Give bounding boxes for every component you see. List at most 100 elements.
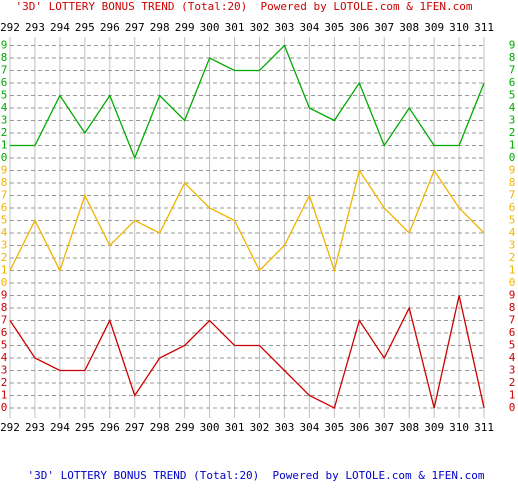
x-tick-label-bottom: 302 (250, 421, 270, 434)
x-tick-label-top: 306 (349, 21, 369, 34)
y-tick-label: 8 (1, 301, 8, 314)
x-tick-label-top: 299 (175, 21, 195, 34)
y-tick-label-right: 9 (509, 289, 516, 302)
x-tick-label-bottom: 297 (125, 421, 145, 434)
x-tick-label-top: 293 (25, 21, 45, 34)
y-tick-label-right: 8 (509, 176, 516, 189)
y-tick-label-right: 3 (509, 364, 516, 377)
y-tick-label: 3 (1, 239, 8, 252)
x-tick-label-top: 311 (474, 21, 494, 34)
y-tick-label: 1 (1, 264, 8, 277)
y-tick-label-right: 0 (509, 401, 516, 414)
y-tick-label: 3 (1, 364, 8, 377)
y-tick-label-right: 1 (509, 264, 516, 277)
chart-footer: '3D' LOTTERY BONUS TREND (Total:20) Powe… (28, 469, 485, 482)
y-tick-label: 4 (1, 101, 8, 114)
x-tick-label-bottom: 294 (50, 421, 70, 434)
y-tick-label: 7 (1, 64, 8, 77)
x-tick-label-bottom: 304 (299, 421, 319, 434)
y-tick-label-right: 7 (509, 64, 516, 77)
y-tick-label: 0 (1, 401, 8, 414)
x-tick-label-bottom: 310 (449, 421, 469, 434)
trend-line (9, 168, 485, 273)
y-tick-label: 5 (1, 339, 8, 352)
y-tick-label: 3 (1, 114, 8, 127)
y-tick-label: 9 (1, 289, 8, 302)
x-tick-label-top: 310 (449, 21, 469, 34)
y-tick-label: 1 (1, 139, 8, 152)
x-tick-label-bottom: 309 (424, 421, 444, 434)
y-tick-label-right: 9 (509, 39, 516, 52)
y-tick-label: 8 (1, 176, 8, 189)
y-tick-label-right: 6 (509, 76, 516, 89)
x-tick-label-top: 292 (0, 21, 20, 34)
y-tick-label-right: 4 (509, 101, 516, 114)
x-tick-label-bottom: 292 (0, 421, 20, 434)
y-tick-label-right: 1 (509, 139, 516, 152)
trend-line (10, 44, 485, 160)
y-tick-label: 0 (1, 276, 8, 289)
x-tick-label-top: 307 (374, 21, 394, 34)
y-tick-label: 8 (1, 51, 8, 64)
x-tick-label-top: 302 (250, 21, 270, 34)
y-tick-label: 7 (1, 189, 8, 202)
y-tick-label: 9 (1, 39, 8, 52)
x-tick-label-bottom: 303 (275, 421, 295, 434)
y-tick-label-right: 6 (509, 201, 516, 214)
x-tick-label-bottom: 301 (225, 421, 245, 434)
y-tick-label-right: 4 (509, 226, 516, 239)
y-tick-label: 4 (1, 351, 8, 364)
y-tick-label-right: 7 (509, 189, 516, 202)
y-tick-label: 0 (1, 151, 8, 164)
x-tick-label-bottom: 308 (399, 421, 419, 434)
x-tick-label-top: 298 (150, 21, 170, 34)
y-tick-label: 6 (1, 201, 8, 214)
y-tick-label-right: 0 (509, 276, 516, 289)
x-tick-label-top: 300 (200, 21, 220, 34)
y-tick-label-right: 0 (509, 151, 516, 164)
x-tick-label-top: 297 (125, 21, 145, 34)
y-tick-label-right: 5 (509, 339, 516, 352)
x-tick-label-top: 303 (275, 21, 295, 34)
x-tick-label-bottom: 305 (324, 421, 344, 434)
x-tick-label-bottom: 311 (474, 421, 494, 434)
y-tick-label-right: 2 (509, 126, 516, 139)
y-tick-label-right: 2 (509, 251, 516, 264)
x-tick-label-top: 304 (299, 21, 319, 34)
y-tick-label: 2 (1, 126, 8, 139)
y-tick-label-right: 3 (509, 114, 516, 127)
y-tick-label: 6 (1, 326, 8, 339)
y-tick-label: 7 (1, 314, 8, 327)
y-tick-label-right: 2 (509, 376, 516, 389)
y-tick-label: 1 (1, 389, 8, 402)
y-tick-label: 6 (1, 76, 8, 89)
chart-title: '3D' LOTTERY BONUS TREND (Total:20) Powe… (16, 0, 473, 13)
y-tick-label: 9 (1, 164, 8, 177)
y-tick-label-right: 1 (509, 389, 516, 402)
y-tick-label: 2 (1, 251, 8, 264)
x-tick-label-bottom: 299 (175, 421, 195, 434)
x-tick-label-bottom: 298 (150, 421, 170, 434)
x-tick-label-bottom: 306 (349, 421, 369, 434)
y-tick-label: 5 (1, 89, 8, 102)
y-tick-label: 5 (1, 214, 8, 227)
x-tick-label-bottom: 307 (374, 421, 394, 434)
y-tick-label-right: 9 (509, 164, 516, 177)
x-tick-label-top: 305 (324, 21, 344, 34)
y-tick-label-right: 5 (509, 214, 516, 227)
x-tick-label-top: 301 (225, 21, 245, 34)
y-tick-label-right: 4 (509, 351, 516, 364)
x-tick-label-top: 295 (75, 21, 95, 34)
y-tick-label-right: 3 (509, 239, 516, 252)
x-tick-label-bottom: 296 (100, 421, 120, 434)
y-tick-label-right: 5 (509, 89, 516, 102)
x-tick-label-top: 296 (100, 21, 120, 34)
y-tick-label: 2 (1, 376, 8, 389)
x-tick-label-top: 294 (50, 21, 70, 34)
y-tick-label-right: 7 (509, 314, 516, 327)
x-tick-label-top: 308 (399, 21, 419, 34)
trend-line (9, 295, 485, 409)
y-tick-label-right: 6 (509, 326, 516, 339)
